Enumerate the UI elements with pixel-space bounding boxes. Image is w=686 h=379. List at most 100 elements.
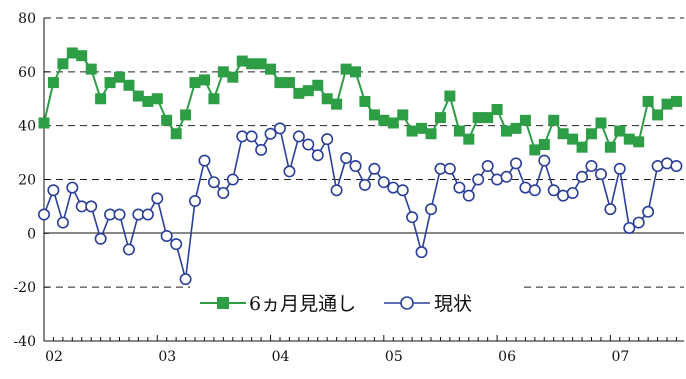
- point-outlook: [255, 58, 267, 70]
- point-current: [425, 203, 438, 216]
- point-current: [613, 162, 626, 175]
- legend-marker-square: [217, 297, 229, 309]
- point-current: [255, 143, 268, 156]
- point-outlook: [472, 112, 484, 124]
- point-current: [528, 184, 541, 197]
- point-outlook: [519, 114, 531, 126]
- point-current: [500, 170, 513, 183]
- point-outlook: [123, 79, 135, 91]
- point-current: [604, 203, 617, 216]
- point-outlook: [633, 136, 645, 148]
- point-outlook: [491, 104, 503, 116]
- point-outlook: [265, 63, 277, 75]
- point-current: [670, 160, 683, 173]
- point-outlook: [350, 66, 362, 78]
- point-current: [472, 173, 485, 186]
- point-outlook: [604, 141, 616, 153]
- point-current: [113, 208, 126, 221]
- point-current: [245, 130, 258, 143]
- point-outlook: [453, 125, 465, 137]
- point-outlook: [500, 125, 512, 137]
- legend: 6ヵ月見通し 現状: [190, 286, 520, 320]
- point-outlook: [444, 90, 456, 102]
- legend-item-outlook: 6ヵ月見通し: [200, 293, 356, 315]
- point-outlook: [199, 74, 211, 86]
- point-outlook: [614, 125, 626, 137]
- point-current: [330, 184, 343, 197]
- point-current: [160, 230, 173, 243]
- point-outlook: [387, 117, 399, 129]
- point-current: [66, 181, 79, 194]
- point-current: [453, 181, 466, 194]
- x-tick-label: 07: [611, 349, 629, 365]
- point-current: [179, 273, 192, 286]
- point-outlook: [189, 77, 201, 89]
- x-tick-label: 05: [385, 349, 403, 365]
- point-outlook: [397, 109, 409, 121]
- point-current: [283, 165, 296, 178]
- point-outlook: [321, 93, 333, 105]
- point-current: [481, 160, 494, 173]
- point-outlook: [246, 58, 258, 70]
- point-current: [510, 157, 523, 170]
- point-current: [56, 216, 69, 229]
- point-outlook: [66, 47, 78, 59]
- point-current: [566, 186, 579, 199]
- point-current: [406, 211, 419, 224]
- point-outlook: [95, 93, 107, 105]
- point-current: [594, 168, 607, 181]
- point-outlook: [293, 87, 305, 99]
- x-tick-label: 04: [272, 349, 290, 365]
- y-tick-label: -20: [13, 280, 36, 296]
- point-current: [415, 246, 428, 259]
- point-outlook: [368, 109, 380, 121]
- point-current: [188, 195, 201, 208]
- point-outlook: [312, 79, 324, 91]
- point-current: [547, 184, 560, 197]
- legend-marker-circle: [400, 296, 414, 310]
- point-outlook: [595, 117, 607, 129]
- x-tick-label: 03: [158, 349, 176, 365]
- point-outlook: [642, 95, 654, 107]
- point-outlook: [217, 66, 229, 78]
- y-tick-label: 0: [27, 226, 36, 242]
- point-current: [377, 176, 390, 189]
- point-current: [340, 151, 353, 164]
- point-outlook: [151, 93, 163, 105]
- point-outlook: [623, 133, 635, 145]
- point-outlook: [161, 114, 173, 126]
- point-outlook: [274, 77, 286, 89]
- point-outlook: [57, 58, 69, 70]
- point-outlook: [529, 144, 541, 156]
- point-current: [358, 178, 371, 191]
- point-current: [47, 184, 60, 197]
- y-axis-ticks: -40 -20 0 20 40 60 80: [13, 11, 49, 350]
- point-outlook: [548, 114, 560, 126]
- point-current: [151, 192, 164, 205]
- point-outlook: [378, 114, 390, 126]
- point-current: [349, 160, 362, 173]
- legend-item-current: 現状: [384, 293, 472, 315]
- point-current: [538, 154, 551, 167]
- point-current: [141, 208, 154, 221]
- point-outlook: [567, 133, 579, 145]
- point-outlook: [331, 98, 343, 110]
- point-current: [443, 162, 456, 175]
- point-outlook: [406, 125, 418, 137]
- point-outlook: [670, 95, 682, 107]
- series-layer: [37, 47, 683, 286]
- point-outlook: [416, 122, 428, 134]
- point-outlook: [463, 133, 475, 145]
- point-outlook: [434, 112, 446, 124]
- point-current: [311, 149, 324, 162]
- legend-label-current: 現状: [434, 293, 472, 315]
- point-current: [462, 189, 475, 202]
- point-current: [207, 176, 220, 189]
- point-current: [217, 186, 230, 199]
- y-tick-label: 80: [18, 11, 36, 27]
- y-tick-label: 60: [18, 65, 36, 81]
- point-current: [198, 154, 211, 167]
- point-outlook: [132, 90, 144, 102]
- point-current: [94, 232, 107, 245]
